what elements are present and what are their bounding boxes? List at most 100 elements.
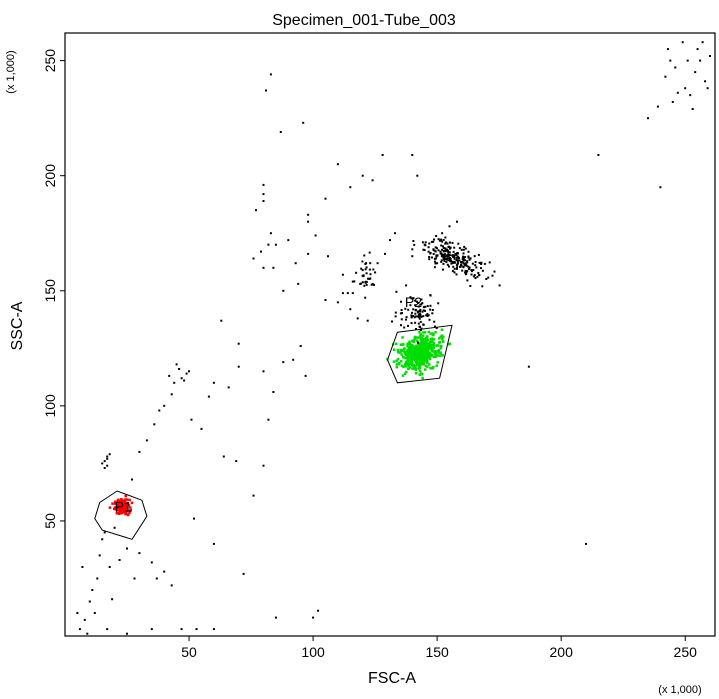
point-ungated [435, 255, 438, 258]
point-p2 [407, 364, 410, 368]
point-ungated [118, 559, 121, 561]
point-ungated [447, 259, 450, 262]
point-p2 [416, 336, 419, 339]
point-p2 [412, 340, 415, 344]
point-p1 [130, 501, 134, 505]
point-ungated [302, 121, 305, 124]
point-p2 [421, 346, 425, 350]
point-p2 [411, 345, 415, 349]
point-ungated [96, 577, 99, 580]
point-ungated [262, 200, 265, 202]
point-p2 [417, 342, 420, 346]
point-ungated [106, 464, 109, 467]
point-p2 [441, 338, 444, 341]
point-ungated [426, 315, 429, 317]
point-ungated [103, 460, 106, 463]
point-ungated [449, 254, 451, 257]
point-ungated [361, 269, 364, 272]
y-tick-label: 50 [42, 513, 58, 529]
point-ungated [435, 235, 438, 237]
point-ungated [150, 561, 153, 564]
point-ungated [424, 241, 427, 244]
gate-p1-outline[interactable] [94, 490, 148, 540]
point-ungated [415, 328, 417, 330]
point-ungated [341, 292, 344, 295]
point-ungated [419, 310, 422, 313]
point-ungated [462, 248, 465, 251]
point-ungated [369, 262, 372, 265]
point-ungated [458, 259, 461, 262]
point-ungated [365, 266, 368, 269]
point-p2 [408, 343, 412, 346]
point-ungated [200, 427, 203, 430]
point-p2 [434, 350, 437, 353]
point-ungated [674, 66, 677, 69]
point-p2 [412, 364, 415, 368]
point-ungated [410, 315, 413, 318]
point-p2 [424, 341, 427, 344]
point-ungated [414, 299, 417, 302]
point-ungated [454, 253, 457, 255]
point-ungated [405, 284, 408, 287]
gate-p2-outline[interactable] [386, 324, 453, 384]
point-p2 [427, 330, 430, 334]
point-ungated [317, 609, 320, 612]
gate-p1-label: P1 [115, 499, 132, 515]
point-ungated [356, 317, 359, 320]
point-ungated [434, 262, 437, 265]
point-p2 [425, 357, 429, 361]
plot-frame [64, 32, 716, 637]
point-ungated [381, 154, 384, 156]
point-p2 [415, 346, 419, 350]
point-p1 [117, 500, 120, 503]
point-ungated [441, 268, 444, 271]
point-ungated [404, 307, 407, 310]
point-ungated [428, 256, 431, 258]
point-p2 [431, 349, 434, 352]
point-ungated [671, 101, 674, 103]
point-p2 [401, 355, 405, 359]
point-ungated [195, 628, 198, 631]
point-ungated [349, 308, 352, 311]
point-p2 [425, 356, 428, 359]
point-p2 [401, 336, 404, 339]
point-ungated [76, 612, 79, 614]
point-ungated [363, 284, 366, 287]
point-ungated [155, 577, 158, 580]
point-p1 [115, 507, 119, 510]
point-ungated [304, 374, 307, 377]
point-ungated [426, 313, 429, 316]
point-ungated [360, 282, 363, 285]
point-ungated [175, 363, 178, 366]
point-p1 [108, 506, 112, 509]
point-p2 [408, 352, 411, 356]
point-p2 [420, 351, 424, 354]
point-p2 [407, 367, 410, 370]
point-p1 [115, 512, 119, 515]
point-ungated [472, 275, 475, 278]
point-ungated [440, 260, 443, 263]
point-ungated [440, 238, 443, 241]
point-ungated [353, 280, 356, 283]
point-p2 [422, 354, 426, 357]
point-ungated [446, 263, 449, 266]
point-ungated [434, 246, 437, 249]
point-p2 [423, 331, 427, 334]
point-ungated [669, 59, 672, 62]
point-ungated [307, 220, 310, 223]
point-ungated [444, 247, 447, 250]
point-ungated [493, 270, 496, 273]
point-p2 [397, 361, 401, 365]
point-p2 [401, 343, 405, 346]
point-ungated [442, 249, 445, 252]
point-p2 [421, 376, 424, 380]
point-ungated [427, 250, 430, 253]
point-p2 [424, 339, 427, 343]
point-ungated [449, 246, 452, 249]
point-ungated [444, 242, 447, 245]
point-ungated [366, 319, 369, 322]
point-p2 [417, 350, 421, 353]
point-p2 [417, 347, 421, 351]
point-ungated [451, 270, 454, 273]
